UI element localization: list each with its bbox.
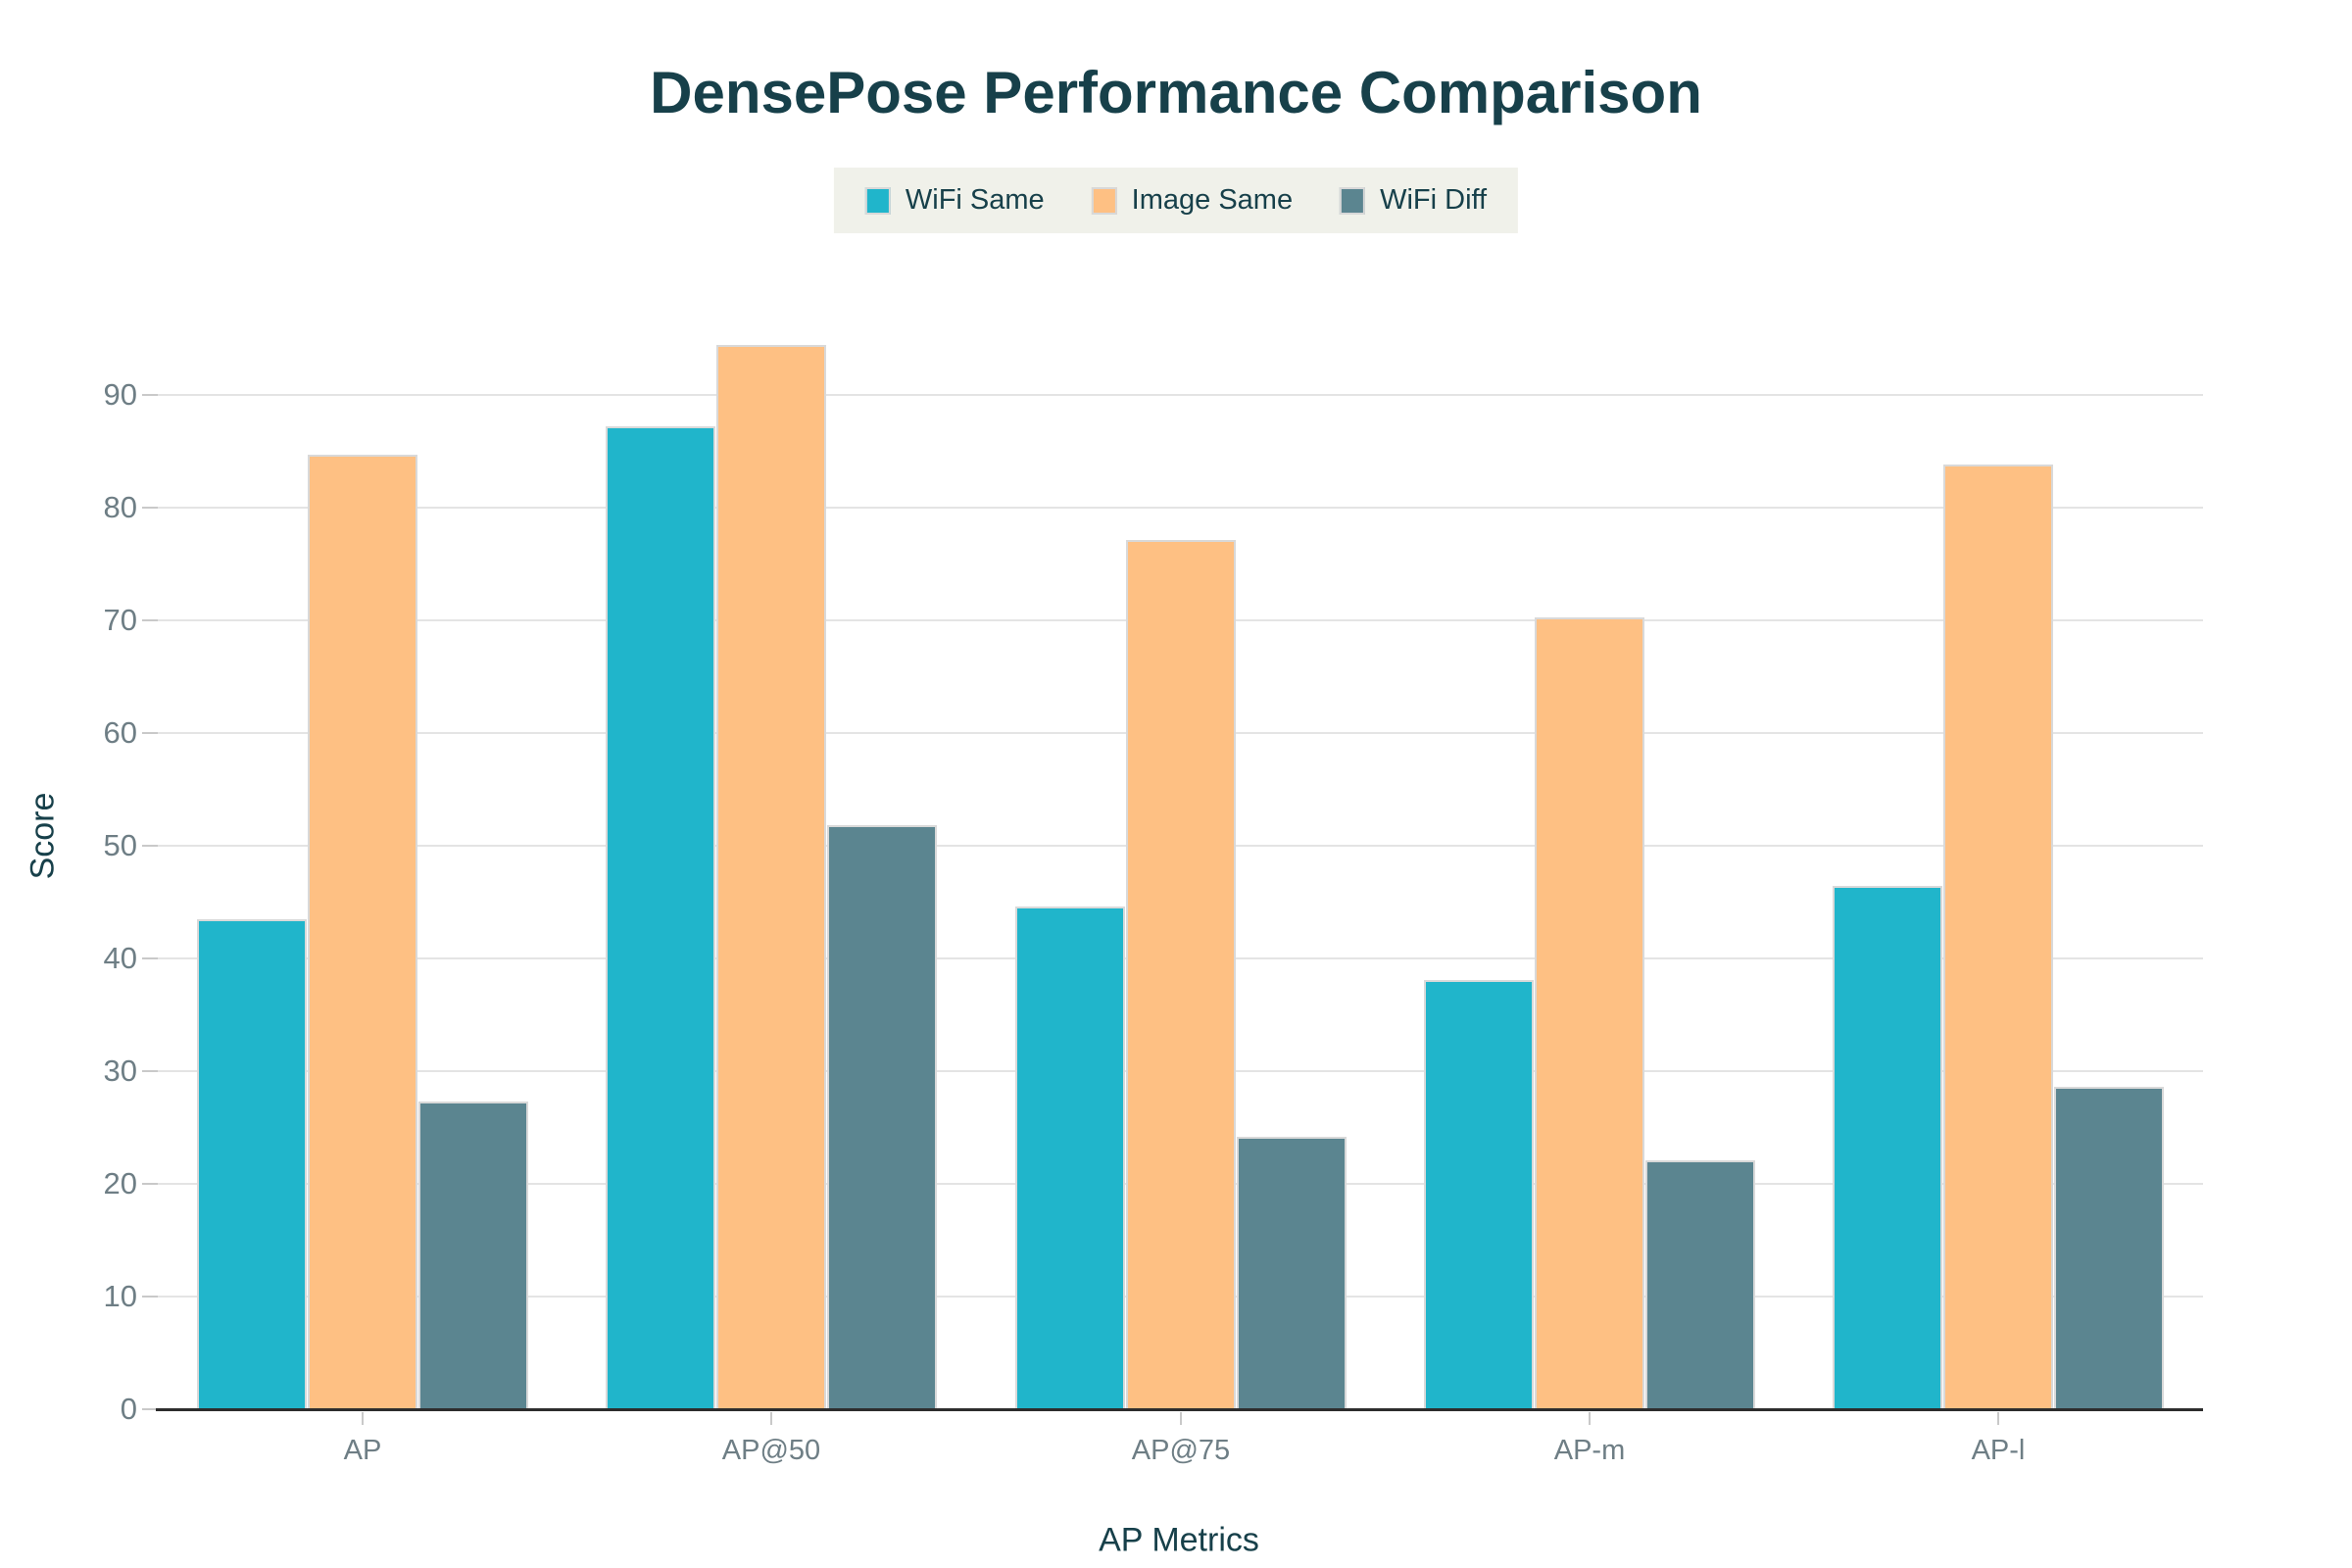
x-axis-title: AP Metrics: [1099, 1521, 1259, 1559]
x-tick-mark-ap: [362, 1412, 364, 1425]
x-tick-mark-ap-l: [1997, 1412, 1999, 1425]
legend: WiFi Same Image Same WiFi Diff: [833, 168, 1519, 233]
bar-wifi-diff-ap-m: [1645, 1160, 1755, 1409]
y-tick-mark-40: [142, 957, 158, 959]
bar-wifi-diff-ap-75: [1237, 1137, 1347, 1409]
y-tick-label-90: 90: [103, 377, 137, 412]
legend-label-wifi-diff: WiFi Diff: [1380, 184, 1488, 216]
x-tick-mark-ap-m: [1589, 1412, 1591, 1425]
legend-label-wifi-same: WiFi Same: [905, 184, 1045, 216]
x-tick-label-ap-75: AP@75: [1131, 1435, 1231, 1466]
y-tick-mark-50: [142, 845, 158, 847]
gridline-80: [158, 507, 2203, 509]
y-tick-label-60: 60: [103, 715, 137, 750]
y-tick-label-20: 20: [103, 1166, 137, 1200]
bar-wifi-diff-ap: [418, 1102, 528, 1409]
x-tick-label-ap-m: AP-m: [1553, 1435, 1626, 1466]
x-tick-mark-ap-50: [770, 1412, 772, 1425]
y-tick-mark-70: [142, 619, 158, 621]
y-tick-label-70: 70: [103, 603, 137, 637]
bar-wifi-same-ap-50: [606, 426, 715, 1409]
x-tick-mark-ap-75: [1180, 1412, 1182, 1425]
x-axis-line: [156, 1408, 2203, 1411]
bar-wifi-same-ap-m: [1424, 980, 1534, 1409]
y-tick-label-30: 30: [103, 1054, 137, 1088]
legend-swatch-image-same: [1091, 186, 1117, 215]
x-tick-label-ap-l: AP-l: [1971, 1435, 2026, 1466]
bar-wifi-diff-ap-50: [827, 825, 937, 1409]
bar-wifi-same-ap-75: [1015, 906, 1125, 1409]
legend-swatch-wifi-diff: [1340, 186, 1366, 215]
y-tick-label-50: 50: [103, 828, 137, 862]
bar-image-same-ap-75: [1126, 540, 1236, 1409]
legend-item-wifi-diff[interactable]: WiFi Diff: [1340, 184, 1487, 217]
legend-label-image-same: Image Same: [1131, 184, 1294, 216]
y-tick-mark-30: [142, 1070, 158, 1072]
legend-item-image-same[interactable]: Image Same: [1091, 184, 1294, 217]
y-tick-label-0: 0: [120, 1392, 137, 1426]
y-tick-mark-60: [142, 732, 158, 734]
bar-wifi-same-ap-l: [1833, 886, 1942, 1409]
y-tick-mark-0: [142, 1408, 158, 1410]
y-tick-label-10: 10: [103, 1279, 137, 1313]
bar-image-same-ap-l: [1943, 465, 2053, 1409]
legend-swatch-wifi-same: [864, 186, 891, 215]
gridline-90: [158, 394, 2203, 396]
y-tick-label-40: 40: [103, 941, 137, 975]
y-tick-label-80: 80: [103, 490, 137, 524]
bar-wifi-same-ap: [197, 919, 307, 1409]
x-tick-label-ap-50: AP@50: [721, 1435, 821, 1466]
y-tick-mark-90: [142, 394, 158, 396]
x-tick-label-ap: AP: [343, 1435, 382, 1466]
bar-wifi-diff-ap-l: [2054, 1087, 2164, 1409]
y-tick-mark-80: [142, 507, 158, 509]
bar-image-same-ap: [308, 455, 417, 1409]
y-tick-mark-10: [142, 1296, 158, 1298]
chart-title: DensePose Performance Comparison: [650, 60, 1702, 125]
bar-image-same-ap-50: [716, 345, 826, 1409]
y-tick-mark-20: [142, 1183, 158, 1185]
legend-item-wifi-same[interactable]: WiFi Same: [864, 184, 1045, 217]
bar-image-same-ap-m: [1535, 617, 1644, 1409]
